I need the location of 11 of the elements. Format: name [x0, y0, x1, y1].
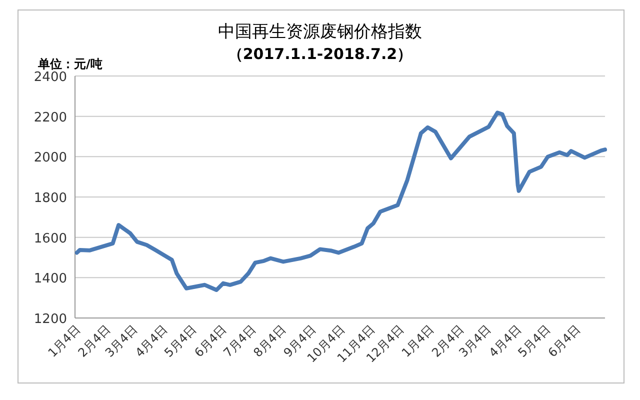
line-series: [74, 110, 607, 292]
y-tick-label: 1800: [34, 191, 67, 206]
y-tick-label: 2000: [34, 150, 67, 166]
y-tick-label: 1600: [34, 231, 67, 246]
chart-subtitle: （2017.1.1-2018.7.2）: [228, 45, 412, 63]
y-tick-label: 2400: [34, 70, 67, 85]
chart-title: 中国再生资源废钢价格指数: [218, 22, 422, 42]
y-tick-label: 1400: [34, 272, 67, 287]
y-tick-label: 2200: [34, 110, 67, 126]
y-axis-title: 单位：元/吨: [37, 57, 102, 71]
y-tick-label: 1200: [34, 312, 67, 327]
